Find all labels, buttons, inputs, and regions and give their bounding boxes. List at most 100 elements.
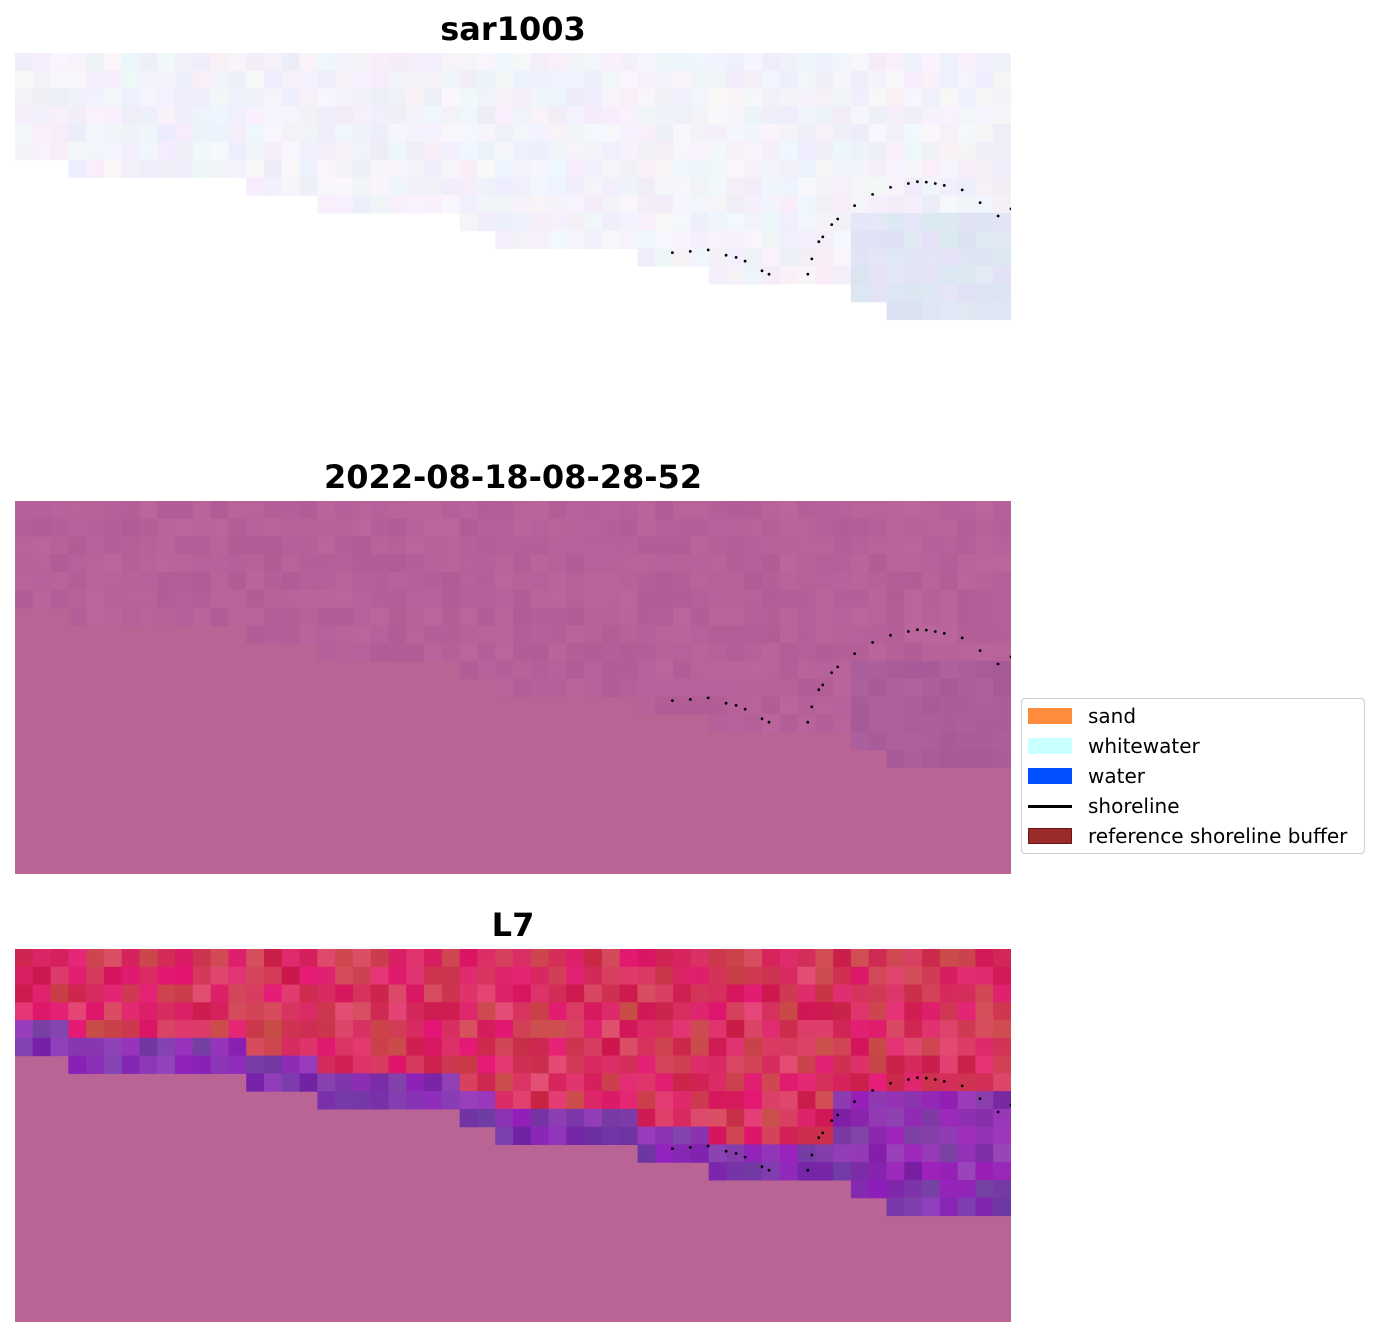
heatmap-cell (530, 1055, 550, 1074)
heatmap-cell (690, 501, 710, 520)
heatmap-cell (370, 124, 390, 143)
heatmap-cell (815, 177, 834, 196)
heatmap-cell (50, 554, 69, 573)
heatmap-cell (86, 607, 105, 626)
shoreline-point (1009, 1103, 1011, 1107)
heatmap-cell (584, 625, 603, 644)
heatmap-cell (708, 984, 728, 1003)
heatmap-cell (815, 106, 834, 125)
heatmap-cell (441, 70, 461, 90)
heatmap-cell (726, 159, 745, 178)
heatmap-cell (726, 1162, 745, 1181)
heatmap-cell (566, 1055, 585, 1074)
heatmap-cell (175, 589, 194, 609)
heatmap-cell (886, 141, 905, 161)
heatmap-cell (530, 1126, 550, 1145)
shoreline-point (688, 250, 692, 253)
heatmap-cell (210, 159, 230, 178)
heatmap-cell (939, 501, 959, 520)
heatmap-cell (299, 625, 318, 644)
heatmap-cell (922, 660, 941, 680)
heatmap-cell (175, 1002, 194, 1021)
index-heatmap (15, 501, 1011, 874)
heatmap-cell (815, 554, 834, 573)
heatmap-cell (815, 159, 834, 178)
heatmap-cell (744, 212, 763, 232)
heatmap-cell (157, 554, 176, 573)
heatmap-cell (850, 1162, 870, 1181)
heatmap-cell (299, 572, 318, 591)
heatmap-cell (459, 177, 479, 196)
heatmap-cell (637, 625, 656, 644)
heatmap-cell (406, 589, 425, 609)
heatmap-cell (939, 572, 959, 591)
heatmap-cell (655, 1108, 674, 1128)
heatmap-cell (370, 625, 390, 644)
heatmap-cell (957, 266, 977, 285)
heatmap-cell (939, 678, 959, 697)
heatmap-cell (139, 554, 158, 573)
heatmap-cell (993, 660, 1011, 680)
heatmap-cell (584, 966, 603, 986)
heatmap-cell (993, 554, 1011, 573)
heatmap-cell (513, 984, 532, 1003)
heatmap-cell (103, 607, 123, 626)
heatmap-cell (744, 1002, 763, 1021)
heatmap-cell (601, 572, 621, 591)
heatmap-cell (548, 212, 567, 232)
heatmap-cell (993, 53, 1011, 72)
shoreline-point (734, 1152, 738, 1155)
heatmap-cell (886, 678, 905, 697)
heatmap-cell (922, 195, 941, 214)
heatmap-cell (281, 554, 301, 573)
heatmap-cell (726, 589, 745, 609)
heatmap-cell (726, 195, 745, 214)
heatmap-cell (779, 266, 799, 285)
heatmap-cell (726, 643, 745, 662)
heatmap-cell (868, 70, 888, 90)
heatmap-cell (566, 607, 585, 626)
heatmap-cell (139, 88, 158, 107)
heatmap-cell (939, 1108, 959, 1128)
heatmap-cell (868, 283, 888, 303)
heatmap-cell (317, 53, 336, 72)
heatmap-cell (352, 607, 372, 626)
heatmap-cell (406, 88, 425, 107)
heatmap-cell (459, 949, 479, 968)
heatmap-cell (762, 177, 781, 196)
heatmap-cell (993, 607, 1011, 626)
heatmap-cell (886, 731, 905, 751)
heatmap-cell (850, 714, 870, 733)
heatmap-cell (868, 266, 888, 285)
heatmap-cell (477, 1037, 496, 1057)
heatmap-cell (121, 572, 141, 591)
heatmap-cell (939, 1002, 959, 1021)
heatmap-cell (157, 572, 176, 591)
heatmap-cell (975, 177, 994, 196)
heatmap-cell (708, 607, 728, 626)
heatmap-cell (121, 536, 141, 555)
heatmap-cell (584, 88, 603, 107)
heatmap-cell (886, 1037, 905, 1057)
heatmap-cell (886, 230, 905, 249)
heatmap-cell (210, 966, 230, 986)
heatmap-cell (957, 53, 977, 72)
heatmap-cell (744, 1126, 763, 1145)
heatmap-cell (744, 177, 763, 196)
heatmap-cell (477, 660, 496, 680)
heatmap-cell (690, 177, 710, 196)
heatmap-cell (246, 141, 265, 161)
heatmap-cell (975, 124, 994, 143)
heatmap-cell (175, 554, 194, 573)
heatmap-cell (726, 518, 745, 538)
heatmap-cell (779, 124, 799, 143)
heatmap-cell (281, 124, 301, 143)
heatmap-cell (708, 554, 728, 573)
heatmap-cell (548, 1091, 567, 1110)
heatmap-cell (957, 177, 977, 196)
heatmap-cell (744, 195, 763, 214)
heatmap-cell (406, 554, 425, 573)
heatmap-cell (246, 554, 265, 573)
heatmap-cell (192, 554, 212, 573)
heatmap-cell (886, 696, 905, 715)
